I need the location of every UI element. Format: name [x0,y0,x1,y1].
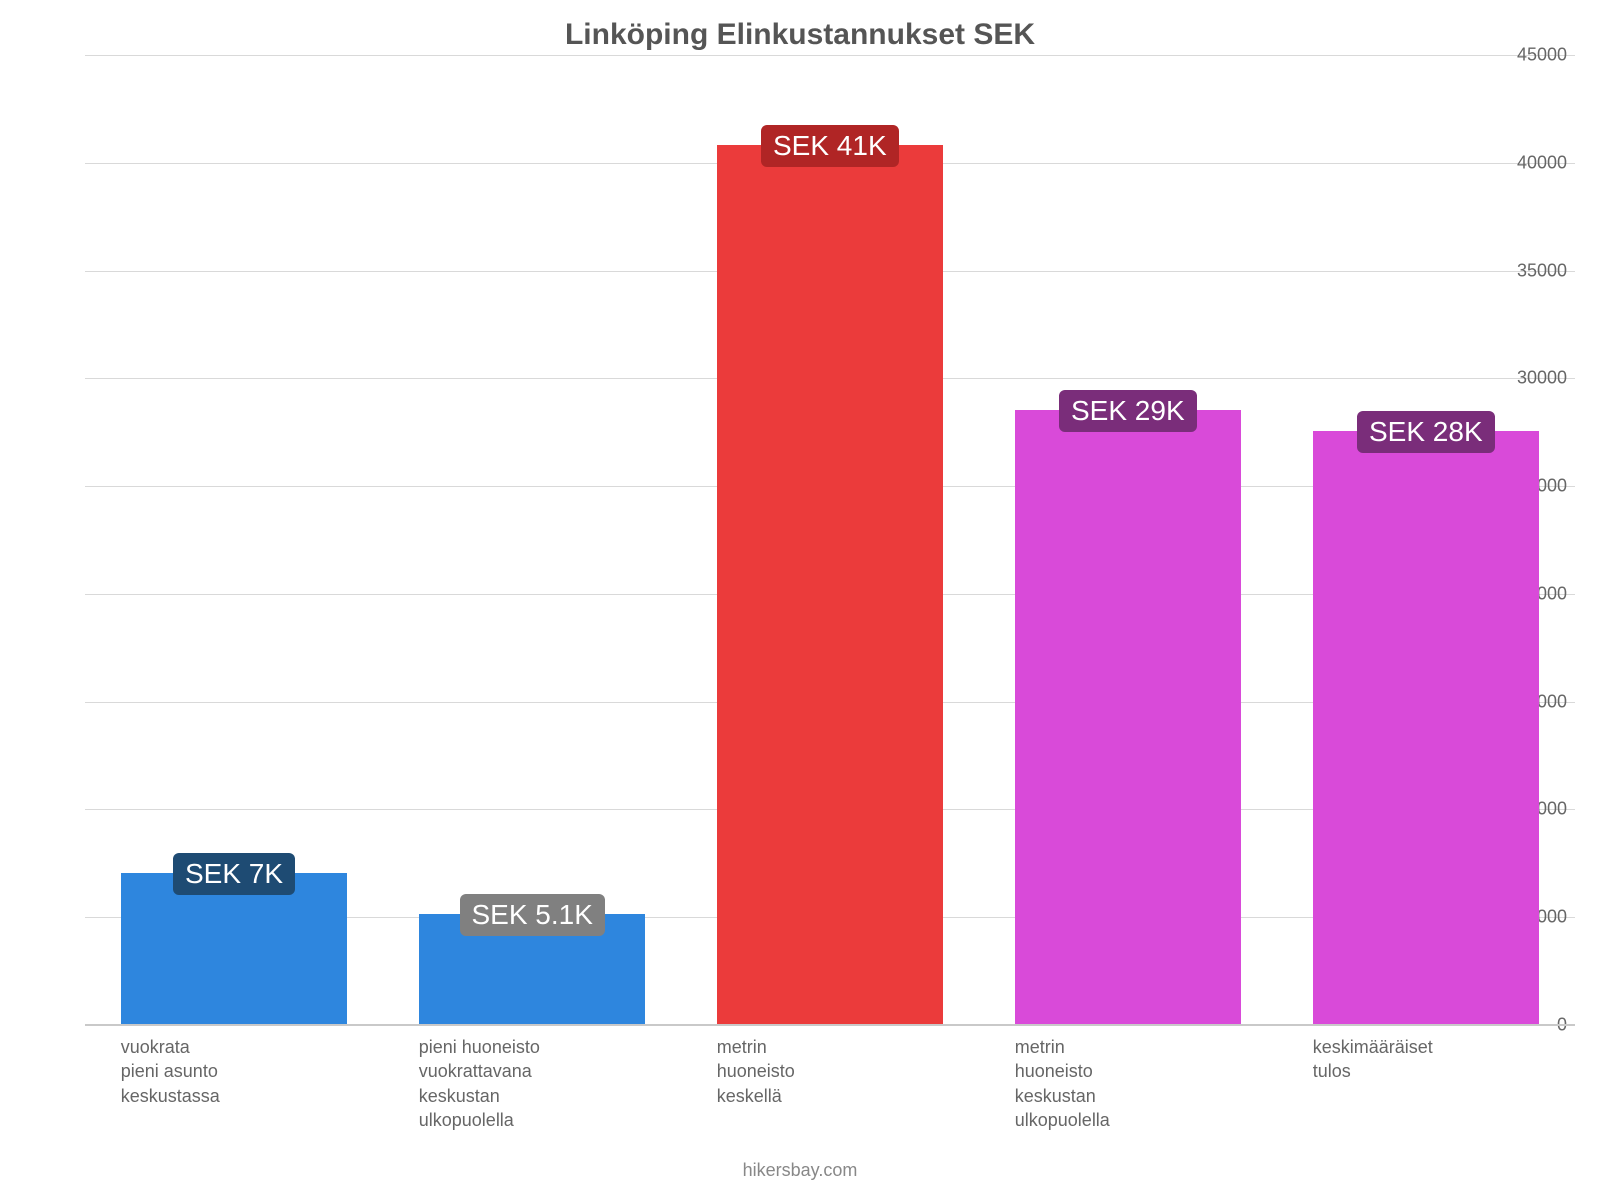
plot-area: 0500010000150002000025000300003500040000… [85,55,1575,1025]
bar [717,145,943,1024]
cost-of-living-chart: Linköping Elinkustannukset SEK 050001000… [0,0,1600,1200]
category-label: metrin huoneisto keskellä [717,1035,943,1108]
bar-value-label: SEK 28K [1357,411,1495,453]
bar [1313,431,1539,1024]
chart-footer: hikersbay.com [0,1160,1600,1181]
bar-value-label: SEK 29K [1059,390,1197,432]
bar [1015,410,1241,1024]
y-axis-tick-label: 45000 [1517,45,1567,66]
category-label: metrin huoneisto keskustan ulkopuolella [1015,1035,1241,1132]
category-label: vuokrata pieni asunto keskustassa [121,1035,347,1108]
category-label: pieni huoneisto vuokrattavana keskustan … [419,1035,645,1132]
category-label: keskimääräiset tulos [1313,1035,1539,1084]
bar-value-label: SEK 41K [761,125,899,167]
gridline [85,55,1575,56]
x-axis-baseline [85,1024,1575,1026]
y-axis-tick-label: 40000 [1517,152,1567,173]
bar-value-label: SEK 5.1K [460,894,605,936]
bar-value-label: SEK 7K [173,853,295,895]
bar [121,873,347,1024]
y-axis-tick-label: 35000 [1517,260,1567,281]
chart-title: Linköping Elinkustannukset SEK [0,18,1600,52]
y-axis-tick-label: 30000 [1517,368,1567,389]
